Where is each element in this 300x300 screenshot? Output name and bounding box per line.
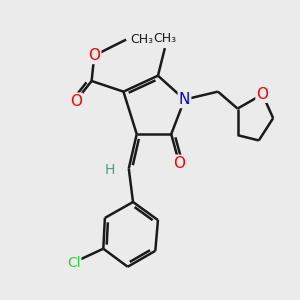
- Text: O: O: [88, 48, 100, 63]
- Text: Cl: Cl: [67, 256, 80, 269]
- Text: O: O: [173, 156, 185, 171]
- Text: H: H: [105, 163, 116, 177]
- Text: O: O: [256, 87, 268, 102]
- Text: CH₃: CH₃: [130, 33, 154, 46]
- Text: N: N: [179, 92, 190, 107]
- Text: CH₃: CH₃: [153, 32, 176, 45]
- Text: O: O: [70, 94, 82, 109]
